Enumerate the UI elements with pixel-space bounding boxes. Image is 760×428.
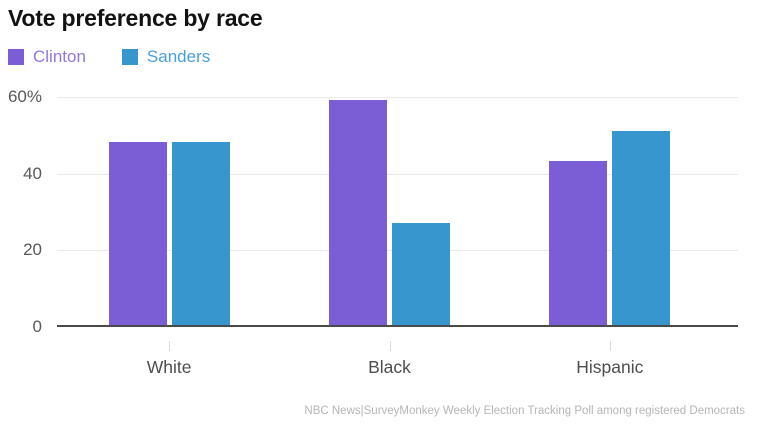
x-label-white: White bbox=[146, 357, 192, 377]
chart-title: Vote preference by race bbox=[8, 5, 263, 31]
bar-clinton-white bbox=[108, 142, 167, 326]
legend-label-sanders: Sanders bbox=[146, 47, 211, 66]
legend: Clinton Sanders bbox=[8, 48, 246, 66]
y-tick-label-60: 60% bbox=[7, 87, 42, 106]
x-tick-hispanic bbox=[609, 341, 611, 351]
x-tick-white bbox=[169, 341, 171, 351]
gridline-40 bbox=[57, 173, 738, 175]
x-label-hispanic: Hispanic bbox=[576, 357, 644, 377]
legend-swatch-clinton bbox=[8, 49, 24, 65]
y-tick-label-40: 40 bbox=[23, 163, 42, 183]
legend-item-sanders: Sanders bbox=[121, 47, 211, 66]
x-axis-line bbox=[57, 325, 738, 327]
legend-swatch-sanders bbox=[121, 49, 138, 65]
x-label-black: Black bbox=[368, 357, 411, 377]
gridline-60 bbox=[57, 97, 738, 98]
plot-area: 0 20 40 60% White Black Hispanic bbox=[8, 87, 738, 377]
y-tick-label-0: 0 bbox=[32, 317, 42, 336]
bar-sanders-black bbox=[392, 222, 450, 326]
legend-item-clinton: Clinton bbox=[8, 48, 86, 66]
bar-sanders-white bbox=[171, 142, 230, 326]
bar-clinton-hispanic bbox=[549, 161, 608, 326]
bar-clinton-black bbox=[329, 99, 387, 326]
legend-label-clinton: Clinton bbox=[33, 47, 86, 66]
source-note: NBC News|SurveyMonkey Weekly Election Tr… bbox=[304, 405, 745, 417]
y-tick-label-20: 20 bbox=[23, 240, 42, 260]
x-tick-black bbox=[389, 341, 391, 351]
bar-sanders-hispanic bbox=[612, 130, 671, 326]
